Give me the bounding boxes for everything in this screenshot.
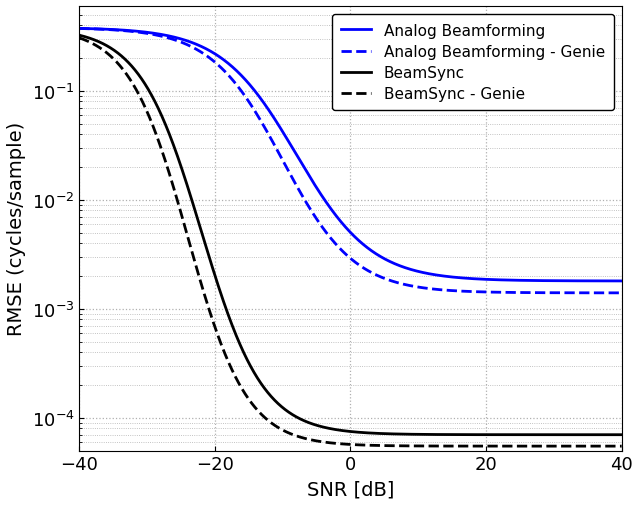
BeamSync bbox=[76, 33, 83, 39]
BeamSync - Genie bbox=[548, 443, 556, 449]
BeamSync - Genie bbox=[170, 184, 177, 190]
BeamSync - Genie bbox=[137, 97, 145, 103]
Analog Beamforming - Genie bbox=[284, 166, 291, 172]
BeamSync bbox=[137, 76, 145, 82]
Line: BeamSync - Genie: BeamSync - Genie bbox=[79, 39, 621, 446]
Analog Beamforming bbox=[307, 176, 315, 182]
X-axis label: SNR [dB]: SNR [dB] bbox=[307, 479, 394, 498]
Line: Analog Beamforming: Analog Beamforming bbox=[79, 29, 621, 281]
BeamSync - Genie bbox=[76, 36, 83, 42]
Analog Beamforming bbox=[284, 137, 291, 143]
BeamSync - Genie bbox=[284, 429, 291, 435]
Analog Beamforming - Genie bbox=[607, 290, 615, 296]
Analog Beamforming bbox=[607, 278, 615, 284]
BeamSync bbox=[284, 408, 291, 414]
BeamSync bbox=[607, 432, 615, 438]
Analog Beamforming - Genie bbox=[618, 290, 625, 296]
Line: Analog Beamforming - Genie: Analog Beamforming - Genie bbox=[79, 29, 621, 293]
Analog Beamforming bbox=[137, 29, 145, 35]
Line: BeamSync: BeamSync bbox=[79, 36, 621, 435]
BeamSync - Genie bbox=[618, 443, 625, 449]
Analog Beamforming - Genie bbox=[76, 26, 83, 32]
Legend: Analog Beamforming, Analog Beamforming - Genie, BeamSync, BeamSync - Genie: Analog Beamforming, Analog Beamforming -… bbox=[332, 15, 614, 111]
BeamSync bbox=[307, 421, 315, 427]
Y-axis label: RMSE (cycles/sample): RMSE (cycles/sample) bbox=[7, 122, 26, 336]
BeamSync bbox=[618, 432, 625, 438]
BeamSync - Genie bbox=[307, 437, 315, 443]
BeamSync bbox=[548, 432, 556, 438]
Analog Beamforming bbox=[170, 35, 177, 41]
Analog Beamforming bbox=[618, 278, 625, 284]
Analog Beamforming bbox=[548, 278, 556, 284]
Analog Beamforming - Genie bbox=[137, 30, 145, 36]
Analog Beamforming - Genie bbox=[170, 37, 177, 43]
Analog Beamforming - Genie bbox=[548, 290, 556, 296]
BeamSync - Genie bbox=[607, 443, 615, 449]
Analog Beamforming - Genie bbox=[307, 208, 315, 214]
BeamSync bbox=[170, 142, 177, 148]
Analog Beamforming bbox=[76, 26, 83, 32]
